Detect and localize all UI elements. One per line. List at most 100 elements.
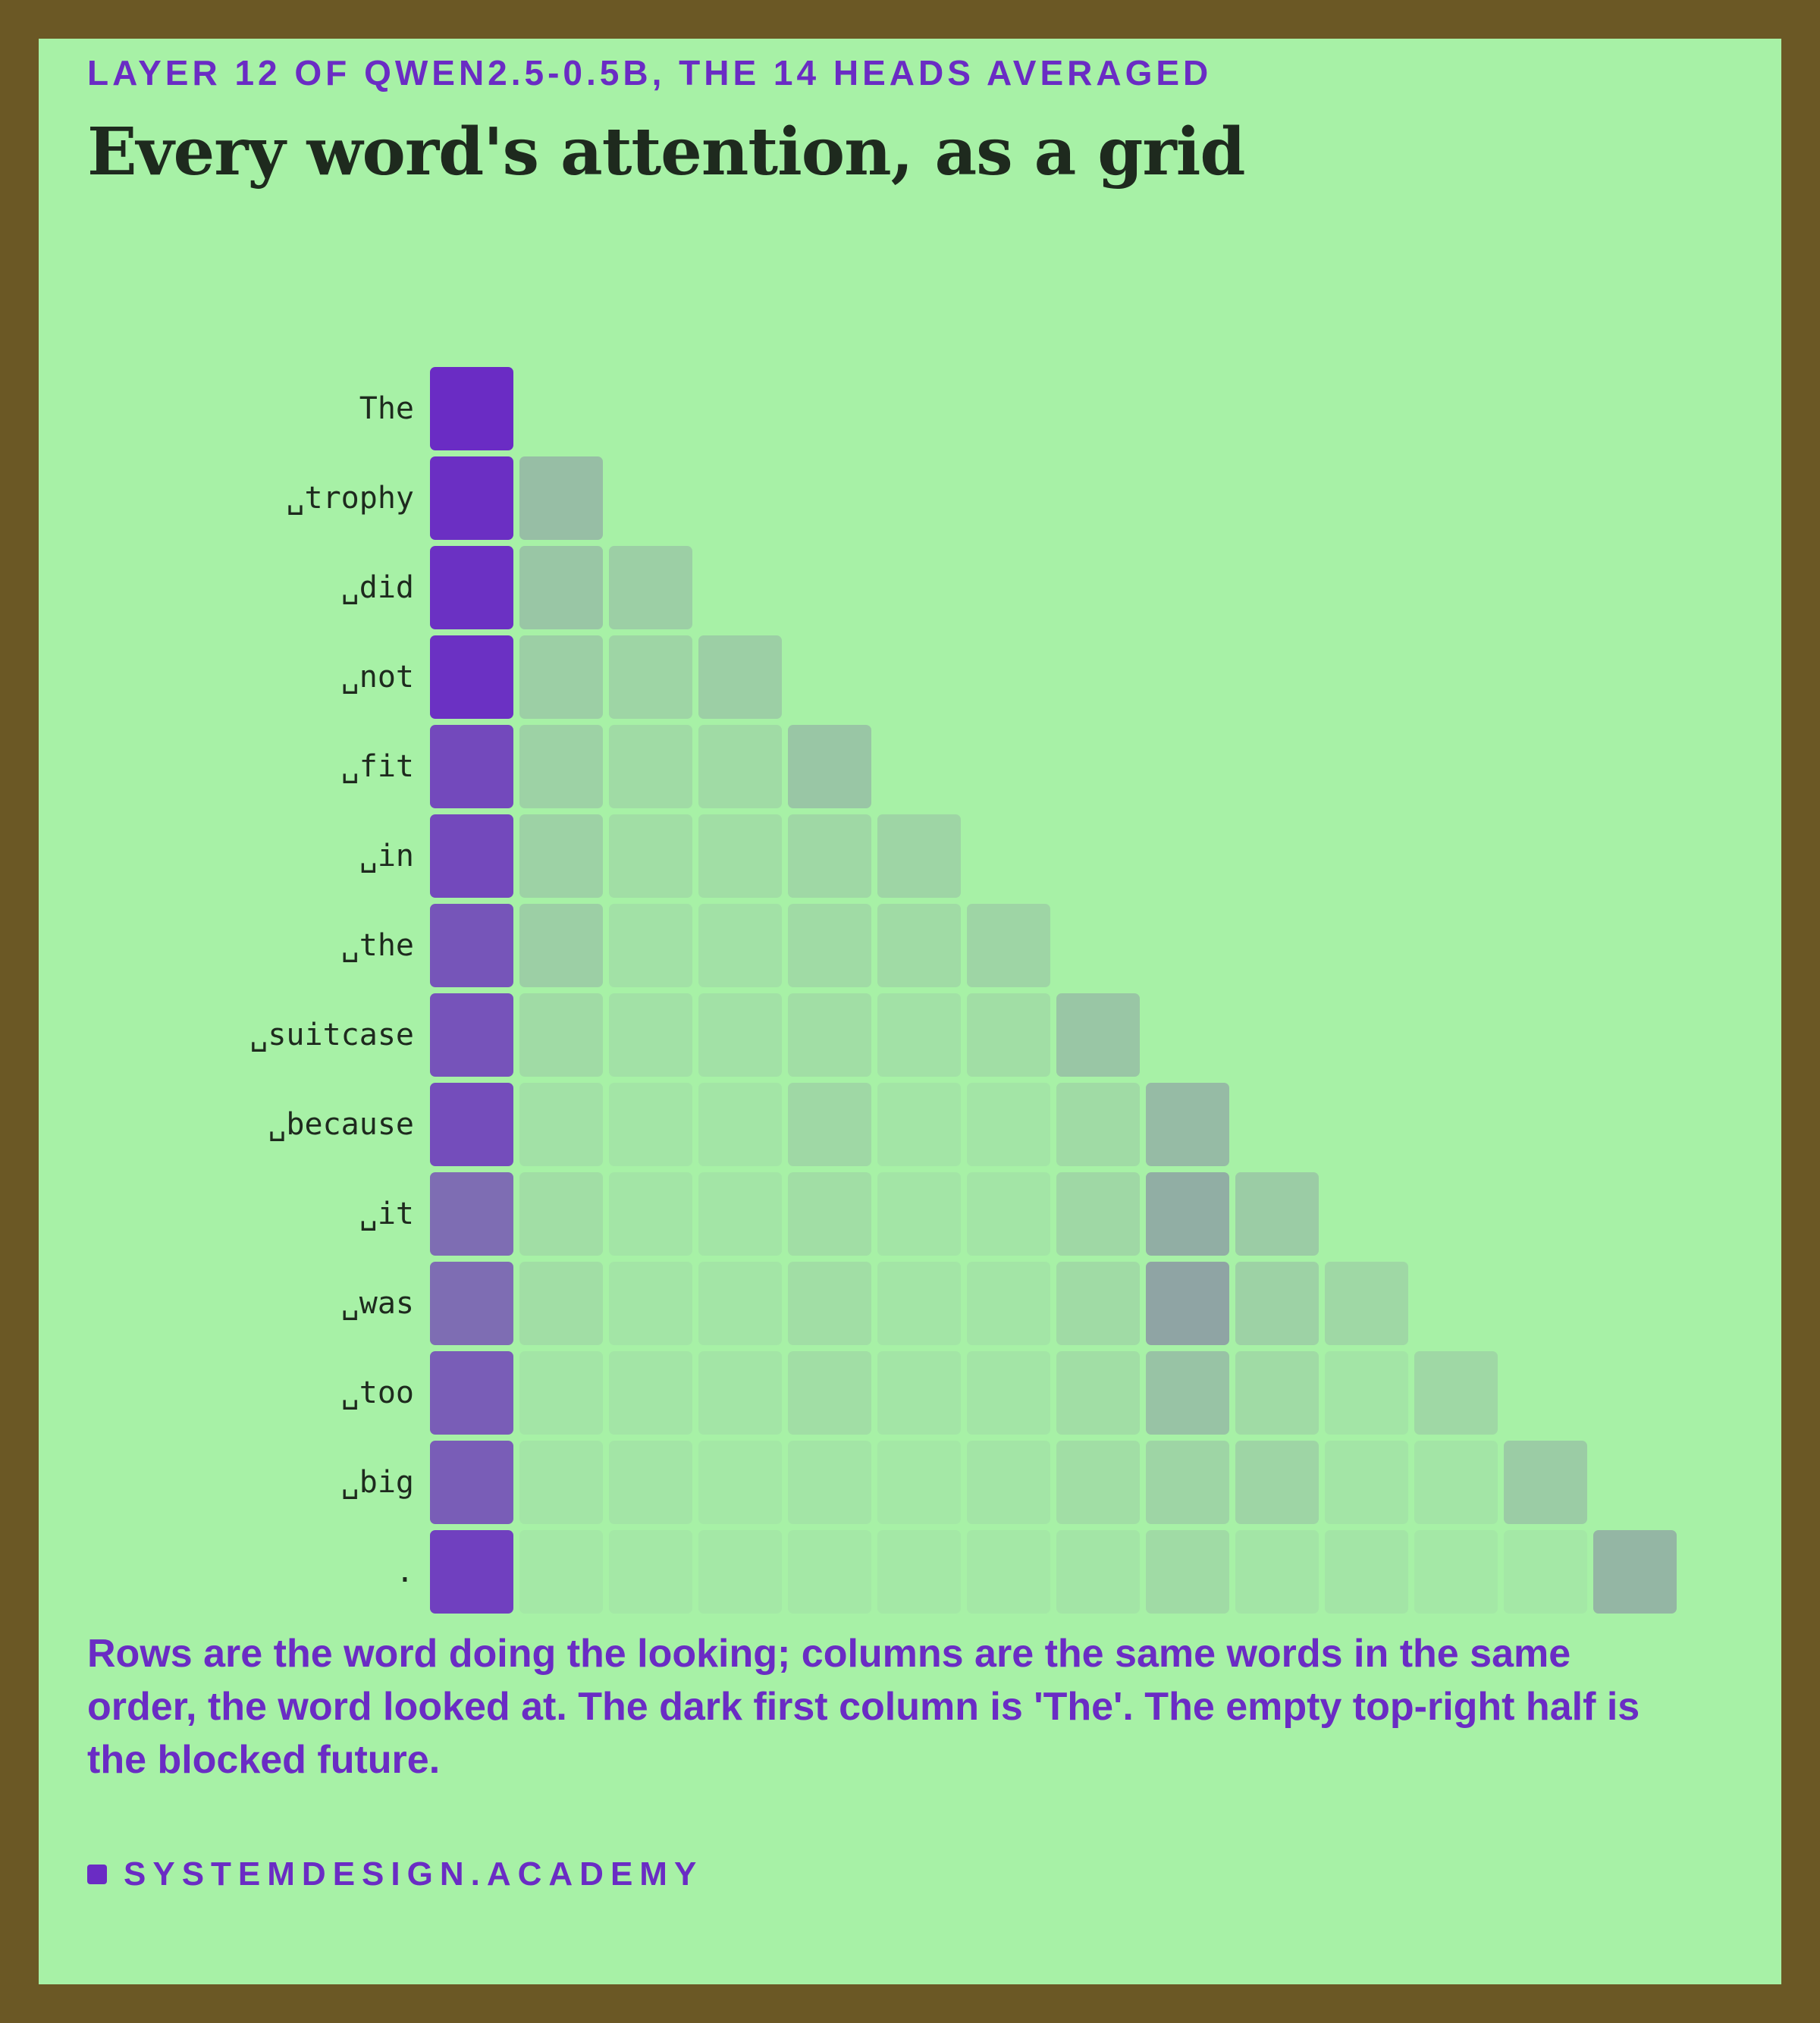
heatmap-cell (967, 1441, 1050, 1524)
heatmap-cell (877, 1530, 961, 1614)
brand-square-icon (87, 1865, 107, 1884)
heatmap-cell (1325, 1351, 1408, 1435)
heatmap-cell (698, 1262, 782, 1345)
heatmap-cell (788, 1083, 871, 1166)
heatmap-cell (1593, 1530, 1677, 1614)
heatmap-cell (967, 904, 1050, 987)
heatmap-cell (609, 1262, 692, 1345)
heatmap-cell (1235, 1262, 1319, 1345)
heatmap-cell (698, 725, 782, 808)
heatmap-cell (788, 725, 871, 808)
heatmap-cell (967, 993, 1050, 1077)
heatmap-cell (430, 1262, 513, 1345)
row-label: ␣the (341, 928, 414, 963)
heatmap-cell (519, 904, 603, 987)
heatmap-cell (1235, 1351, 1319, 1435)
heatmap-cell (1056, 1530, 1140, 1614)
heatmap-cell (519, 1262, 603, 1345)
heatmap-cell (1146, 1441, 1229, 1524)
row-label: The (359, 391, 414, 426)
heatmap-cell (967, 1083, 1050, 1166)
heatmap-cell (1325, 1441, 1408, 1524)
heatmap-cell (609, 725, 692, 808)
heatmap-cell (877, 1172, 961, 1256)
chart-kicker: LAYER 12 OF QWEN2.5-0.5B, THE 14 HEADS A… (87, 53, 1213, 93)
row-label: ␣suitcase (249, 1018, 414, 1052)
heatmap-cell (519, 1083, 603, 1166)
heatmap-cell (1414, 1441, 1498, 1524)
heatmap-cell (430, 1441, 513, 1524)
row-label: ␣trophy (286, 481, 414, 516)
heatmap-cell (788, 904, 871, 987)
heatmap-cell (430, 1351, 513, 1435)
heatmap-cell (1235, 1530, 1319, 1614)
heatmap-cell (609, 1172, 692, 1256)
heatmap-cell (698, 814, 782, 898)
heatmap-cell (609, 546, 692, 629)
heatmap-cell (1146, 1530, 1229, 1614)
heatmap-cell (698, 1172, 782, 1256)
heatmap-cell (519, 635, 603, 719)
heatmap-cell (877, 904, 961, 987)
heatmap-cell (967, 1262, 1050, 1345)
heatmap-cell (877, 993, 961, 1077)
heatmap-cell (609, 635, 692, 719)
footer-brand: SYSTEMDESIGN.ACADEMY (124, 1855, 704, 1893)
chart-caption: Rows are the word doing the looking; col… (87, 1632, 1640, 1782)
row-label: ␣because (268, 1107, 414, 1142)
heatmap-cell (877, 1351, 961, 1435)
heatmap-cell (430, 993, 513, 1077)
heatmap-cell (519, 456, 603, 540)
heatmap-cell (430, 1083, 513, 1166)
heatmap-cell (967, 1172, 1050, 1256)
footer: SYSTEMDESIGN.ACADEMY (87, 1855, 703, 1893)
row-label: ␣did (341, 570, 414, 605)
heatmap-cell (430, 456, 513, 540)
row-label: ␣in (359, 839, 414, 873)
heatmap-cell (877, 814, 961, 898)
heatmap-cell (609, 904, 692, 987)
heatmap-cell (519, 1172, 603, 1256)
heatmap-cell (967, 1530, 1050, 1614)
heatmap-cell (1325, 1262, 1408, 1345)
heatmap-cell (698, 1441, 782, 1524)
heatmap-cell (788, 1351, 871, 1435)
heatmap-cell (1056, 1172, 1140, 1256)
heatmap-cell (788, 814, 871, 898)
heatmap-cell (1325, 1530, 1408, 1614)
heatmap-cell (1056, 1351, 1140, 1435)
heatmap-cell (1056, 1083, 1140, 1166)
row-label: ␣fit (341, 749, 414, 784)
heatmap-cell (430, 367, 513, 450)
heatmap-cell (609, 993, 692, 1077)
heatmap-cell (519, 546, 603, 629)
heatmap-cell (609, 814, 692, 898)
heatmap-cell (788, 1172, 871, 1256)
heatmap-cell (430, 546, 513, 629)
heatmap-cell (788, 1530, 871, 1614)
heatmap-cell (609, 1083, 692, 1166)
heatmap-cell (1504, 1530, 1587, 1614)
heatmap-cell (698, 993, 782, 1077)
heatmap-cell (1414, 1530, 1498, 1614)
heatmap-cell (698, 1083, 782, 1166)
heatmap-cell (1235, 1441, 1319, 1524)
heatmap-cell (519, 993, 603, 1077)
heatmap-cell (1146, 1351, 1229, 1435)
heatmap-cell (609, 1441, 692, 1524)
heatmap-cell (519, 1441, 603, 1524)
heatmap-cell (519, 1530, 603, 1614)
heatmap-cell (788, 1441, 871, 1524)
heatmap-cell (609, 1530, 692, 1614)
heatmap-cell (698, 1351, 782, 1435)
heatmap-cell (1056, 993, 1140, 1077)
heatmap-cell (430, 814, 513, 898)
heatmap-cell (967, 1351, 1050, 1435)
heatmap-cell (609, 1351, 692, 1435)
heatmap-cell (788, 993, 871, 1077)
heatmap-cell (519, 725, 603, 808)
heatmap-cell (430, 1172, 513, 1256)
heatmap-cell (1146, 1262, 1229, 1345)
heatmap-cell (1414, 1351, 1498, 1435)
heatmap-cell (1056, 1262, 1140, 1345)
